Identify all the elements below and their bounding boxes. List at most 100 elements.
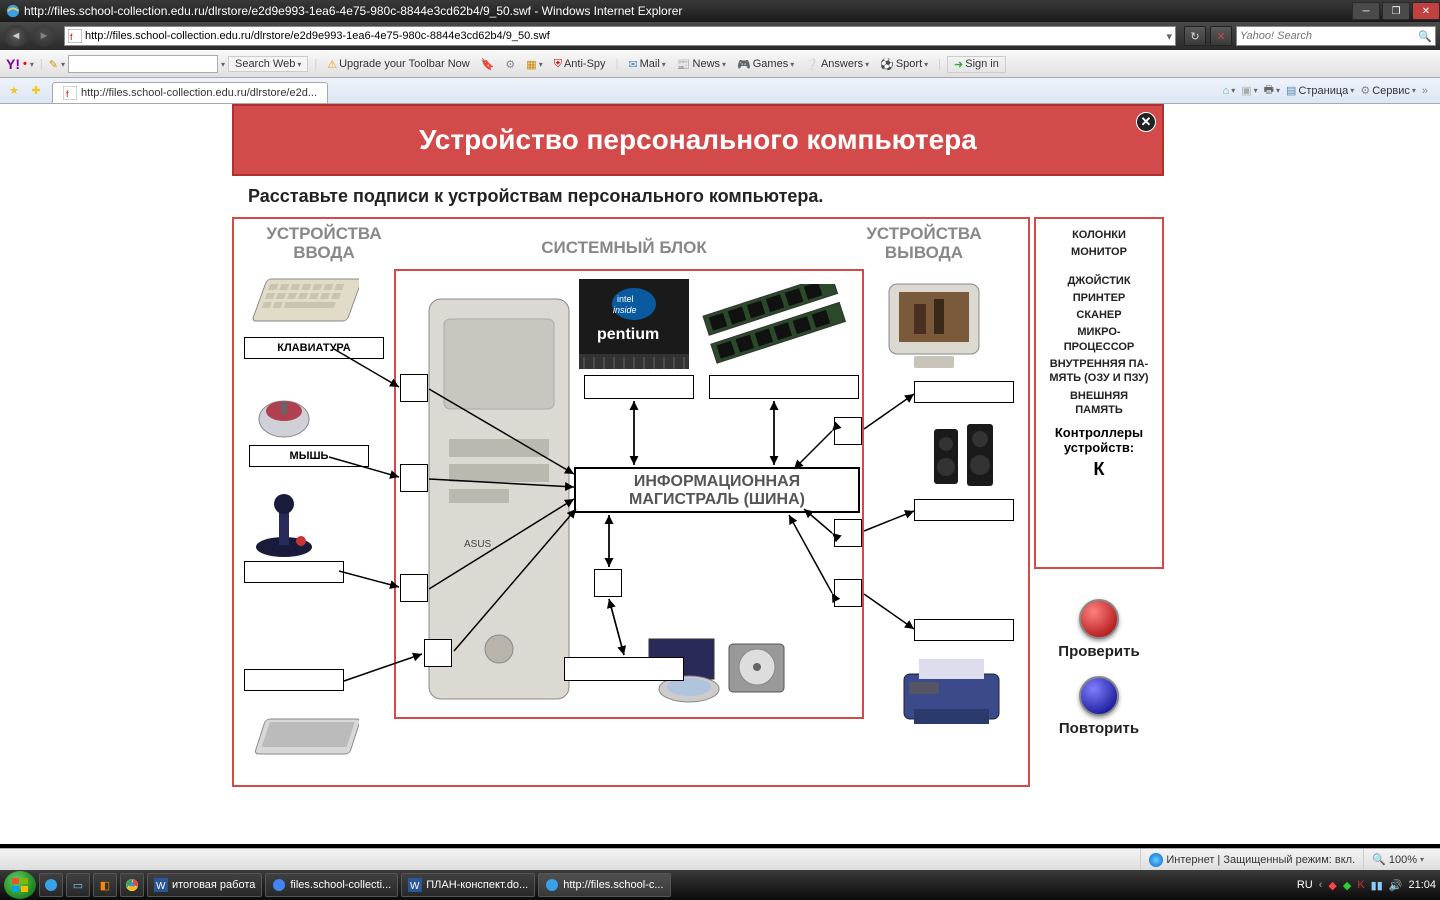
yahoo-menu-drop[interactable]: ▾ bbox=[30, 60, 34, 69]
output-group-label: УСТРОЙСТВА ВЫВОДА bbox=[844, 225, 1004, 262]
games-item[interactable]: 🎮Games▾ bbox=[733, 58, 798, 71]
back-button[interactable]: ◄ bbox=[4, 25, 28, 47]
forward-button[interactable]: ► bbox=[32, 25, 56, 47]
joystick-slot[interactable] bbox=[244, 561, 344, 583]
quick-desktop-icon[interactable]: ▭ bbox=[66, 873, 90, 897]
controllers-k: К bbox=[1040, 459, 1158, 480]
address-bar[interactable]: f ▾ bbox=[64, 26, 1176, 46]
search-input[interactable] bbox=[1240, 30, 1418, 42]
taskbar: ▭ ◧ Wитоговая работа files.school-collec… bbox=[0, 870, 1440, 900]
mail-item[interactable]: ✉Mail▾ bbox=[624, 58, 669, 71]
controller-k7[interactable] bbox=[834, 519, 862, 547]
ie-icon bbox=[545, 878, 559, 892]
service-menu[interactable]: ⚙Сервис▾ bbox=[1360, 84, 1416, 97]
repeat-label: Повторить bbox=[1034, 720, 1164, 737]
window-title-bar: http://files.school-collection.edu.ru/dl… bbox=[0, 0, 1440, 22]
task-item-1[interactable]: Wитоговая работа bbox=[147, 873, 262, 897]
search-box[interactable]: 🔍 bbox=[1236, 26, 1436, 46]
controller-k3[interactable] bbox=[400, 574, 428, 602]
keyboard-slot[interactable]: КЛАВИАТУРА bbox=[244, 337, 384, 359]
action-buttons: Проверить Повторить bbox=[1034, 599, 1164, 737]
controller-k8[interactable] bbox=[834, 579, 862, 607]
diagram-frame: УСТРОЙСТВА ВВОДА СИСТЕМНЫЙ БЛОК УСТРОЙСТ… bbox=[232, 217, 1030, 787]
search-web-button[interactable]: Search Web▾ bbox=[228, 56, 308, 72]
lang-indicator[interactable]: RU bbox=[1297, 879, 1313, 891]
repeat-button[interactable] bbox=[1079, 676, 1119, 716]
tray-clock[interactable]: 21:04 bbox=[1408, 879, 1436, 891]
controller-k5[interactable] bbox=[594, 569, 622, 597]
home-button[interactable]: ⌂▾ bbox=[1223, 85, 1236, 97]
status-zoom[interactable]: 🔍 100% ▾ bbox=[1363, 849, 1432, 870]
side-column: КОЛОНКИ МОНИТОР ДЖОЙСТИК ПРИНТЕР СКАНЕР … bbox=[1030, 217, 1164, 787]
yahoo-search-input[interactable] bbox=[68, 55, 218, 73]
upgrade-toolbar-link[interactable]: ⚠Upgrade your Toolbar Now bbox=[323, 58, 474, 71]
quick-chrome-icon[interactable] bbox=[120, 873, 144, 897]
address-input[interactable] bbox=[85, 30, 1166, 42]
scanner-slot[interactable] bbox=[244, 669, 344, 691]
bookmarks-icon[interactable]: 🔖 bbox=[477, 58, 499, 71]
tab-strip: ★ ✚ f http://files.school-collection.edu… bbox=[0, 78, 1440, 104]
favorites-star-icon[interactable]: ★ bbox=[4, 81, 24, 101]
warning-icon: ⚠ bbox=[327, 58, 337, 71]
controller-k6[interactable] bbox=[834, 417, 862, 445]
svg-text:W: W bbox=[410, 881, 420, 892]
dropdown-icon[interactable]: ▾ bbox=[1166, 30, 1172, 43]
browser-tab[interactable]: f http://files.school-collection.edu.ru/… bbox=[52, 82, 328, 103]
tray-volume-icon[interactable]: 🔊 bbox=[1389, 879, 1403, 892]
page-menu[interactable]: ▤Страница▾ bbox=[1286, 84, 1354, 97]
app-close-button[interactable]: ✕ bbox=[1136, 112, 1156, 132]
tray-av-icon[interactable]: ◆ bbox=[1343, 879, 1351, 892]
printer-slot[interactable] bbox=[914, 619, 1014, 641]
window-title: http://files.school-collection.edu.ru/dl… bbox=[24, 4, 1350, 18]
settings-icon[interactable]: ⚙ bbox=[501, 58, 519, 71]
storage-slot[interactable] bbox=[564, 657, 684, 681]
tray-kaspersky-icon[interactable]: K bbox=[1357, 879, 1364, 891]
antispy-item[interactable]: ⛨Anti-Spy bbox=[550, 58, 610, 71]
controller-k2[interactable] bbox=[400, 464, 428, 492]
answers-icon: ❔ bbox=[805, 58, 819, 71]
content-area: Устройство персонального компьютера ✕ Ра… bbox=[0, 104, 1440, 844]
print-button[interactable]: 🖶▾ bbox=[1264, 81, 1280, 100]
check-button[interactable] bbox=[1079, 599, 1119, 639]
sport-item[interactable]: ⚽Sport▾ bbox=[876, 58, 932, 71]
search-icon[interactable]: 🔍 bbox=[1418, 30, 1432, 43]
yahoo-logo[interactable]: Y! bbox=[6, 56, 20, 72]
controller-k4[interactable] bbox=[424, 639, 452, 667]
cpu-slot[interactable] bbox=[584, 375, 694, 399]
yahoo-toolbar: Y!• ▾ | ✎▾ ▾ Search Web▾ | ⚠Upgrade your… bbox=[0, 50, 1440, 78]
mail-icon: ✉ bbox=[628, 58, 637, 71]
word-icon: W bbox=[408, 878, 422, 892]
close-button[interactable]: ✕ bbox=[1412, 2, 1440, 20]
start-button[interactable] bbox=[4, 871, 36, 899]
news-item[interactable]: 📰News▾ bbox=[673, 58, 730, 71]
tray-network-icon[interactable]: ▮▮ bbox=[1371, 879, 1383, 892]
controllers-label: Контроллеры устройств: bbox=[1040, 425, 1158, 455]
pencil-icon[interactable]: ✎ bbox=[49, 58, 58, 71]
tray-flag-icon[interactable]: ◆ bbox=[1328, 879, 1336, 892]
monitor-slot[interactable] bbox=[914, 381, 1014, 403]
feeds-button[interactable]: ▣▾ bbox=[1241, 84, 1257, 97]
task-item-4[interactable]: http://files.school-c... bbox=[538, 873, 670, 897]
mouse-slot[interactable]: МЫШЬ bbox=[249, 445, 369, 467]
task-item-3[interactable]: WПЛАН-конспект.do... bbox=[401, 873, 535, 897]
maximize-button[interactable]: ❐ bbox=[1382, 2, 1410, 20]
signin-item[interactable]: ➜Sign in bbox=[947, 56, 1006, 73]
popup-icon[interactable]: ▦▾ bbox=[522, 58, 546, 71]
answers-item[interactable]: ❔Answers▾ bbox=[801, 58, 873, 71]
add-favorites-icon[interactable]: ✚ bbox=[26, 81, 46, 101]
refresh-button[interactable]: ↻ bbox=[1184, 26, 1206, 46]
speakers-slot[interactable] bbox=[914, 499, 1014, 521]
ram-image bbox=[699, 284, 854, 364]
quick-media-icon[interactable]: ◧ bbox=[93, 873, 117, 897]
stop-button[interactable]: ✕ bbox=[1210, 26, 1232, 46]
task-item-2[interactable]: files.school-collecti... bbox=[265, 873, 398, 897]
shield-icon: ⛨ bbox=[554, 58, 562, 71]
tray-expand-icon[interactable]: ‹ bbox=[1319, 879, 1323, 891]
quick-ie-icon[interactable] bbox=[39, 873, 63, 897]
scanner-image bbox=[249, 709, 359, 764]
app-instruction: Расставьте подписи к устройствам персона… bbox=[232, 176, 1164, 217]
minimize-button[interactable]: ─ bbox=[1352, 2, 1380, 20]
controller-k1[interactable] bbox=[400, 374, 428, 402]
ram-slot[interactable] bbox=[709, 375, 859, 399]
word-bank[interactable]: КОЛОНКИ МОНИТОР ДЖОЙСТИК ПРИНТЕР СКАНЕР … bbox=[1040, 228, 1158, 417]
